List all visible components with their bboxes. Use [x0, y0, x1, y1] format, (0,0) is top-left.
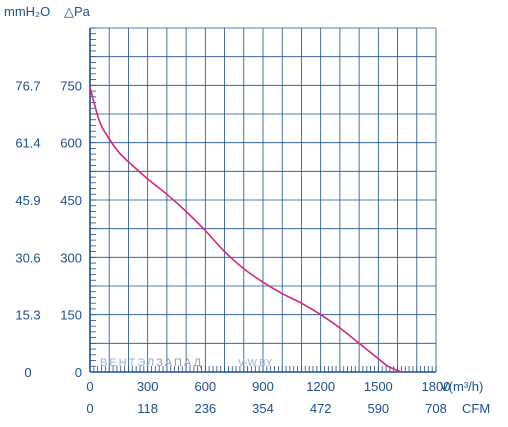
y-tick-label-mmh2o: 76.7	[15, 78, 40, 93]
x-tick-label-secondary: 708	[425, 401, 447, 416]
x-tick-label-secondary: 472	[310, 401, 332, 416]
y-tick-label-mmh2o: 30.6	[15, 250, 40, 265]
y-axis-label-pa: △Pa	[64, 4, 91, 19]
x-axis-unit-primary: V(m³/h)	[440, 379, 483, 394]
x-tick-label-primary: 900	[252, 379, 274, 394]
x-tick-label-secondary: 118	[137, 401, 158, 416]
pressure-curve	[89, 86, 402, 373]
watermark: ВЕНТЭЛЗАПАД	[100, 357, 203, 369]
y-tick-label-mmh2o: 0	[24, 365, 31, 380]
watermark-part-2: ЗАПАД	[156, 357, 203, 369]
x-tick-label-secondary: 236	[194, 401, 216, 416]
pressure-curve-line	[89, 86, 402, 373]
y-tick-label-mmh2o: 45.9	[15, 193, 40, 208]
y-axis-label-mmh2o: mmH₂O	[4, 4, 50, 19]
x-tick-label-primary: 600	[194, 379, 216, 394]
y-tick-label-pa: 450	[60, 193, 82, 208]
y-tick-label-pa: 600	[60, 136, 82, 151]
watermark-url: V-W.BY	[238, 358, 273, 369]
x-tick-label-primary: 1500	[364, 379, 393, 394]
y-tick-label-pa: 150	[60, 308, 82, 323]
x-tick-label-primary: 1200	[306, 379, 335, 394]
x-axis-unit-secondary: CFM	[462, 401, 490, 416]
y-tick-label-pa: 0	[75, 365, 82, 380]
x-tick-label-primary: 1800	[422, 379, 451, 394]
y-tick-label-pa: 750	[60, 78, 82, 93]
y-tick-label-mmh2o: 15.3	[15, 308, 40, 323]
watermark-part-1: ВЕНТЭЛ	[100, 357, 156, 369]
y-tick-label-mmh2o: 61.4	[15, 136, 40, 151]
y-tick-label-pa: 300	[60, 250, 82, 265]
axis-ticks	[89, 27, 437, 373]
x-tick-label-secondary: 354	[252, 401, 274, 416]
x-tick-label-secondary: 590	[367, 401, 389, 416]
grid	[89, 27, 437, 373]
x-tick-label-secondary: 0	[86, 401, 93, 416]
x-tick-label-primary: 300	[137, 379, 159, 394]
x-tick-label-primary: 0	[86, 379, 93, 394]
